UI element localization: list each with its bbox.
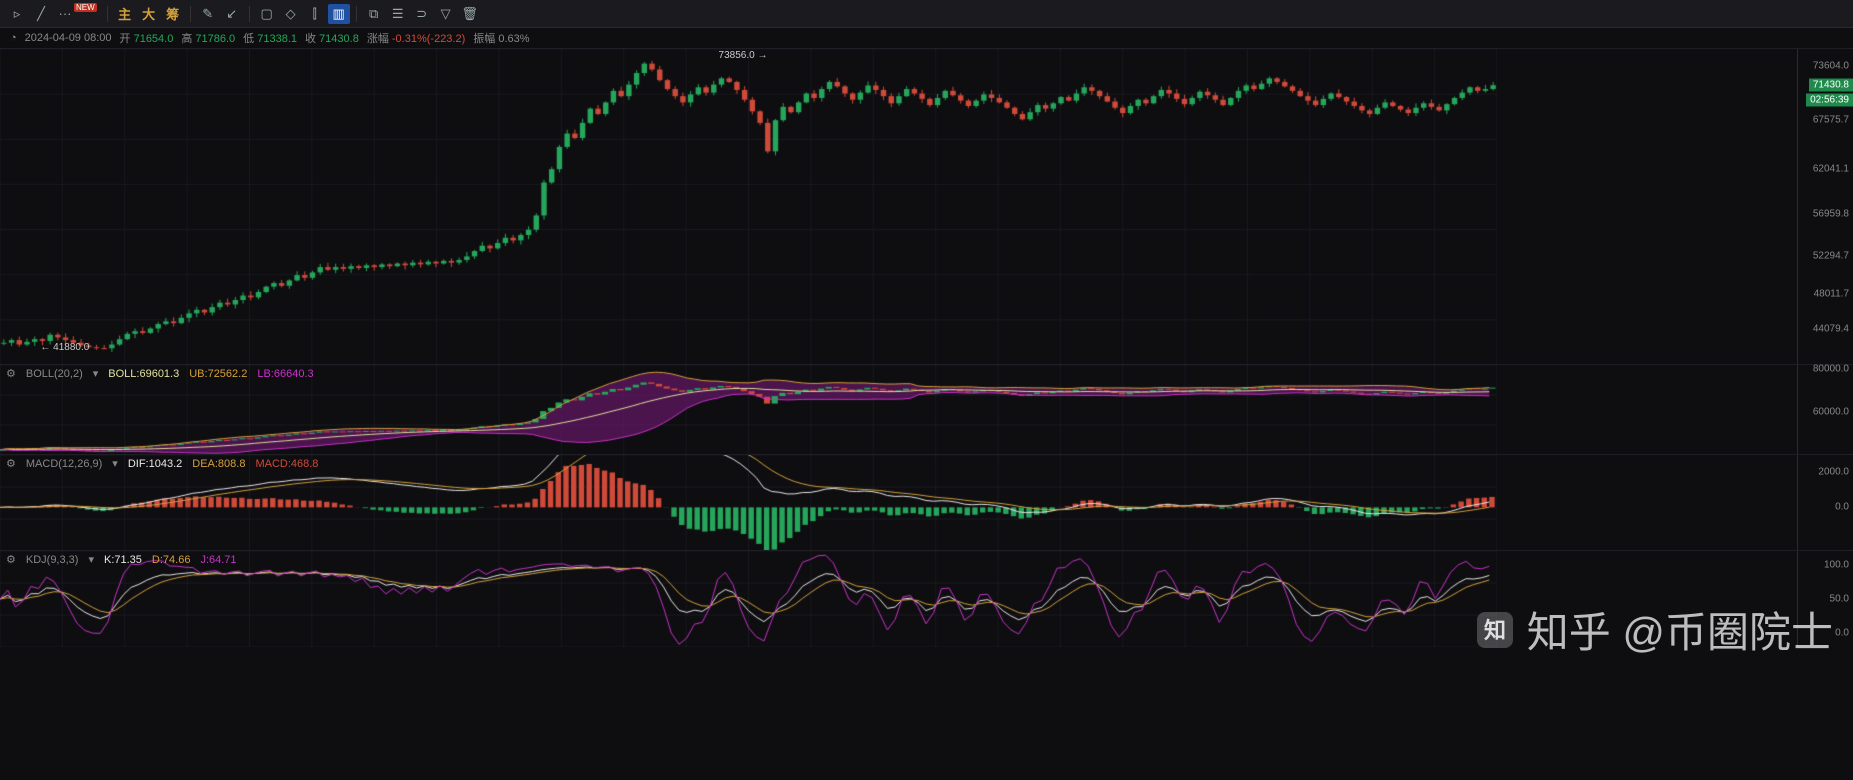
boll-axis: 80000.060000.0 xyxy=(1797,365,1853,454)
tag-icon[interactable]: ◇ xyxy=(280,4,302,24)
datetime-label: 2024-04-09 08:00 xyxy=(25,32,112,44)
macd-axis: 2000.00.0 xyxy=(1797,455,1853,550)
boll-lb: LB:66640.3 xyxy=(257,368,313,380)
ruler-icon[interactable]: ⫿ xyxy=(304,4,326,24)
dropdown-icon[interactable]: ▾ xyxy=(93,367,99,380)
boll-ub: UB:72562.2 xyxy=(189,368,247,380)
boll-pane[interactable]: ⚙ BOLL(20,2) ▾ BOLL:69601.3 UB:72562.2 L… xyxy=(0,364,1853,454)
macd-dif: DIF:1043.2 xyxy=(128,458,182,470)
change-value: -0.31%(-223.2) xyxy=(392,33,465,45)
filter-icon[interactable]: ▽ xyxy=(435,4,457,24)
cursor-tool[interactable]: ▹ xyxy=(6,4,28,24)
kdj-header: ⚙ KDJ(9,3,3) ▾ K:71.35 D:74.66 J:64.71 xyxy=(6,553,237,566)
tab-big[interactable]: 大 xyxy=(138,4,160,24)
toolbar: ▹ ╱ ··· NEW 主 大 筹 ✎ ↙ ▢ ◇ ⫿ ▥ ⧉ ☰ ⊃ ▽ 🗑 xyxy=(0,0,1853,28)
bars-icon[interactable]: ▥ xyxy=(328,4,350,24)
boll-mid: BOLL:69601.3 xyxy=(108,368,179,380)
close-value: 71430.8 xyxy=(319,33,359,45)
magnet-icon[interactable]: ⊃ xyxy=(411,4,433,24)
macd-dea: DEA:808.8 xyxy=(192,458,245,470)
price-axis: 73604.067575.762041.156959.852294.748011… xyxy=(1797,49,1853,364)
line-tool[interactable]: ╱ xyxy=(30,4,52,24)
open-value: 71654.0 xyxy=(134,33,174,45)
note-icon[interactable]: ☰ xyxy=(387,4,409,24)
new-badge: NEW xyxy=(74,3,97,12)
settings-icon[interactable]: ⚙ xyxy=(6,457,16,470)
copy-icon[interactable]: ⧉ xyxy=(363,4,385,24)
macd-pane[interactable]: ⚙ MACD(12,26,9) ▾ DIF:1043.2 DEA:808.8 M… xyxy=(0,454,1853,550)
more-tool[interactable]: ··· xyxy=(54,4,76,24)
dropdown-icon[interactable]: ▾ xyxy=(112,457,118,470)
candlestick-pane[interactable]: 73604.067575.762041.156959.852294.748011… xyxy=(0,48,1853,364)
clock-icon: ◔ xyxy=(10,32,17,44)
low-annotation: ← 41880.0 xyxy=(40,342,89,353)
boll-header: ⚙ BOLL(20,2) ▾ BOLL:69601.3 UB:72562.2 L… xyxy=(6,367,314,380)
rect-icon[interactable]: ▢ xyxy=(256,4,278,24)
high-value: 71786.0 xyxy=(195,33,235,45)
tab-main[interactable]: 主 xyxy=(114,4,136,24)
macd-header: ⚙ MACD(12,26,9) ▾ DIF:1043.2 DEA:808.8 M… xyxy=(6,457,318,470)
kdj-k: K:71.35 xyxy=(104,554,142,566)
watermark: 知 知乎 @币圈院士 xyxy=(1473,599,1833,660)
amplitude-value: 0.63% xyxy=(498,33,529,45)
ohlc-info-bar: ◔ 2024-04-09 08:00 开 71654.0 高 71786.0 低… xyxy=(0,28,1853,48)
svg-text:知: 知 xyxy=(1484,618,1506,643)
tab-chip[interactable]: 筹 xyxy=(162,4,184,24)
dropdown-icon[interactable]: ▾ xyxy=(88,553,94,566)
edit-icon[interactable]: ✎ xyxy=(197,4,219,24)
high-annotation: 73856.0 → xyxy=(719,50,768,61)
kdj-d: D:74.66 xyxy=(152,554,191,566)
kdj-j: J:64.71 xyxy=(200,554,236,566)
low-value: 71338.1 xyxy=(257,33,297,45)
trash-icon[interactable]: 🗑 xyxy=(459,4,481,24)
settings-icon[interactable]: ⚙ xyxy=(6,553,16,566)
macd-val: MACD:468.8 xyxy=(255,458,318,470)
settings-icon[interactable]: ⚙ xyxy=(6,367,16,380)
brush-icon[interactable]: ↙ xyxy=(221,4,243,24)
